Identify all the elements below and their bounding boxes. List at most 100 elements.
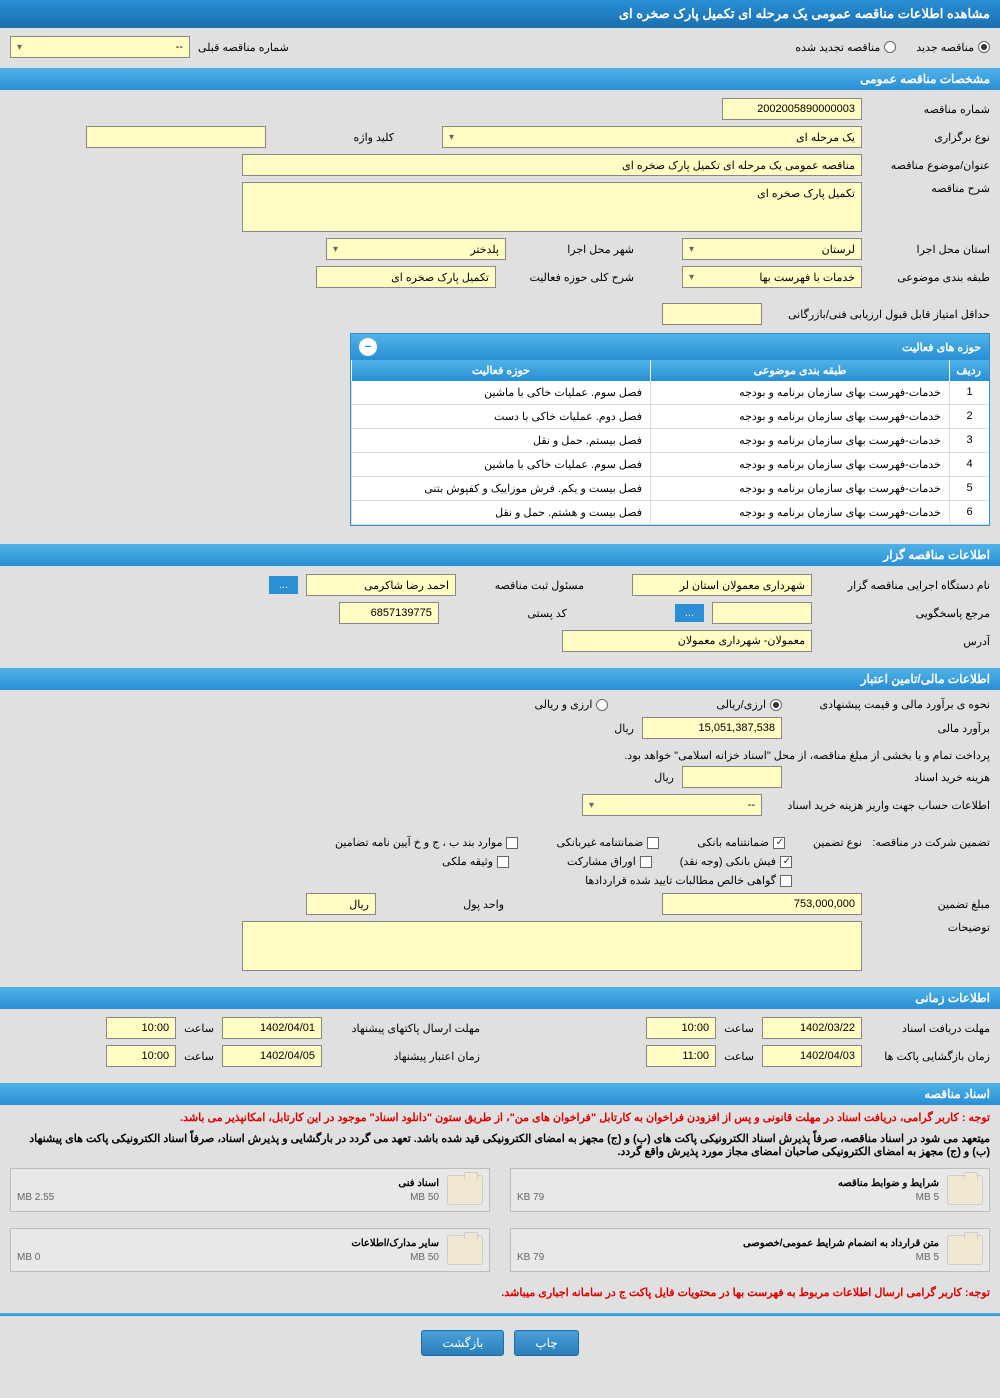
receive-deadline-label: مهلت دریافت اسناد <box>870 1022 990 1035</box>
section-financial: اطلاعات مالی/تامین اعتبار <box>0 668 1000 690</box>
cb-regulation[interactable] <box>506 837 518 849</box>
doc-note2: میتعهد می شود در اسناد مناقصه، صرفاً پذی… <box>0 1130 1000 1160</box>
guarantee-amount-label: مبلغ تضمین <box>870 898 990 911</box>
time-label: ساعت <box>184 1022 214 1035</box>
explanation-label: توضیحات <box>870 921 990 934</box>
doc-used: 0 MB <box>17 1252 40 1263</box>
doc-box-2[interactable]: اسناد فنی 50 MB 2.55 MB <box>10 1168 490 1212</box>
unit-label: واحد پول <box>384 898 504 911</box>
account-select[interactable]: -- ▾ <box>582 794 762 816</box>
tender-no-label: شماره مناقصه <box>870 103 990 116</box>
td-idx: 1 <box>949 381 989 404</box>
folder-icon <box>447 1235 483 1265</box>
estimate-field: 15,051,387,538 <box>642 717 782 739</box>
title-field: مناقصه عمومی یک مرحله ای تکمیل پارک صخره… <box>242 154 862 176</box>
print-button[interactable]: چاپ <box>514 1330 578 1356</box>
contact-more-button[interactable]: ... <box>675 604 704 622</box>
collapse-button[interactable]: − <box>359 338 377 356</box>
org-name-label: نام دستگاه اجرایی مناقصه گزار <box>820 579 990 592</box>
more-button[interactable]: ... <box>269 576 298 594</box>
min-score-field[interactable] <box>662 303 762 325</box>
time-label: ساعت <box>724 1050 754 1063</box>
explanation-field[interactable] <box>242 921 862 971</box>
submit-date-field: 1402/04/01 <box>222 1017 322 1039</box>
table-row: 5 خدمات-فهرست بهای سازمان برنامه و بودجه… <box>351 477 989 501</box>
prev-tender-select[interactable]: -- ▾ <box>10 36 190 58</box>
radio-rial[interactable] <box>770 699 782 711</box>
radio-mixed[interactable] <box>596 699 608 711</box>
td-idx: 6 <box>949 501 989 524</box>
prev-tender-label: شماره مناقصه قبلی <box>198 41 289 54</box>
purchase-unit: ریال <box>654 771 674 784</box>
radio-new-label: مناقصه جدید <box>916 41 974 54</box>
doc-total: 50 MB <box>410 1252 439 1263</box>
td-idx: 2 <box>949 405 989 428</box>
cb-securities-label: اوراق مشارکت <box>567 855 636 868</box>
td-activity: فصل بیست و هشتم. حمل و نقل <box>351 501 650 524</box>
cb-confirmed-claims[interactable] <box>780 875 792 887</box>
contact-field[interactable] <box>712 602 812 624</box>
activity-desc-label: شرح کلی حوزه فعالیت <box>504 271 634 284</box>
method-label: نحوه ی برآورد مالی و قیمت پیشنهادی <box>790 698 990 711</box>
opening-label: زمان بازگشایی پاکت ها <box>870 1050 990 1063</box>
chevron-down-icon: ▾ <box>589 800 594 811</box>
doc-box-4[interactable]: سایر مدارک/اطلاعات 50 MB 0 MB <box>10 1228 490 1272</box>
td-idx: 3 <box>949 429 989 452</box>
doc-box-3[interactable]: متن قرارداد به انضمام شرایط عمومی/خصوصی … <box>510 1228 990 1272</box>
radio-renewed-tender[interactable] <box>884 41 896 53</box>
table-row: 1 خدمات-فهرست بهای سازمان برنامه و بودجه… <box>351 381 989 405</box>
city-select[interactable]: پلدختر ▾ <box>326 238 506 260</box>
page-title: مشاهده اطلاعات مناقصه عمومی یک مرحله ای … <box>0 0 1000 28</box>
chevron-down-icon: ▾ <box>17 42 22 53</box>
radio-new-tender[interactable] <box>978 41 990 53</box>
tender-type-radios: مناقصه جدید مناقصه تجدید شده شماره مناقص… <box>0 28 1000 66</box>
title-label: عنوان/موضوع مناقصه <box>870 159 990 172</box>
validity-time-field: 10:00 <box>106 1045 176 1067</box>
opening-date-field: 1402/04/03 <box>762 1045 862 1067</box>
table-row: 4 خدمات-فهرست بهای سازمان برنامه و بودجه… <box>351 453 989 477</box>
th-category: طبقه بندی موضوعی <box>650 360 949 381</box>
address-label: آدرس <box>820 635 990 648</box>
cb-bank-guarantee[interactable] <box>773 837 785 849</box>
radio-renewed-label: مناقصه تجدید شده <box>795 41 880 54</box>
doc-box-1[interactable]: شرایط و ضوابط مناقصه 5 MB 79 KB <box>510 1168 990 1212</box>
validity-label: زمان اعتبار پیشنهاد <box>330 1050 480 1063</box>
keyword-label: کلید واژه <box>274 131 394 144</box>
cb-nonbank-label: ضمانتنامه غیربانکی <box>556 836 643 849</box>
keyword-field[interactable] <box>86 126 266 148</box>
unit-field: ریال <box>306 893 376 915</box>
currency-label: ریال <box>614 722 634 735</box>
cb-nonbank[interactable] <box>647 837 659 849</box>
province-select[interactable]: لرستان ▾ <box>682 238 862 260</box>
validity-date-field: 1402/04/05 <box>222 1045 322 1067</box>
cb-bank-guarantee-label: ضمانتنامه بانکی <box>697 836 769 849</box>
td-activity: فصل بیست و یکم. فرش موزاییک و کفپوش بتنی <box>351 477 650 500</box>
td-activity: فصل سوم. عملیات خاکی با ماشین <box>351 453 650 476</box>
tender-no-field: 2002005890000003 <box>722 98 862 120</box>
purchase-cost-field[interactable] <box>682 766 782 788</box>
cb-securities[interactable] <box>640 856 652 868</box>
table-row: 6 خدمات-فهرست بهای سازمان برنامه و بودجه… <box>351 501 989 525</box>
doc-title: متن قرارداد به انضمام شرایط عمومی/خصوصی <box>517 1238 939 1249</box>
cb-property[interactable] <box>497 856 509 868</box>
th-index: ردیف <box>949 360 989 381</box>
time-label: ساعت <box>184 1050 214 1063</box>
city-label: شهر محل اجرا <box>514 243 634 256</box>
desc-field: تکمیل پارک صخره ای <box>242 182 862 232</box>
doc-total: 5 MB <box>916 1252 939 1263</box>
submit-deadline-label: مهلت ارسال پاکتهای پیشنهاد <box>330 1022 480 1035</box>
back-button[interactable]: بازگشت <box>421 1330 504 1356</box>
cb-bank-receipt[interactable] <box>780 856 792 868</box>
receive-date-field: 1402/03/22 <box>762 1017 862 1039</box>
doc-title: سایر مدارک/اطلاعات <box>17 1238 439 1249</box>
purchase-cost-label: هزینه خرید اسناد <box>790 771 990 784</box>
folder-icon <box>947 1175 983 1205</box>
activity-desc-field: تکمیل پارک صخره ای <box>316 266 496 288</box>
payment-note: پرداخت تمام و یا بخشی از مبلغ مناقصه، از… <box>10 745 990 766</box>
type-select[interactable]: یک مرحله ای ▾ <box>442 126 862 148</box>
receive-time-field: 10:00 <box>646 1017 716 1039</box>
table-row: 3 خدمات-فهرست بهای سازمان برنامه و بودجه… <box>351 429 989 453</box>
min-score-label: حداقل امتیاز قابل قبول ارزیابی فنی/بازرگ… <box>770 308 990 321</box>
category-select[interactable]: خدمات با فهرست بها ▾ <box>682 266 862 288</box>
td-category: خدمات-فهرست بهای سازمان برنامه و بودجه <box>650 501 949 524</box>
